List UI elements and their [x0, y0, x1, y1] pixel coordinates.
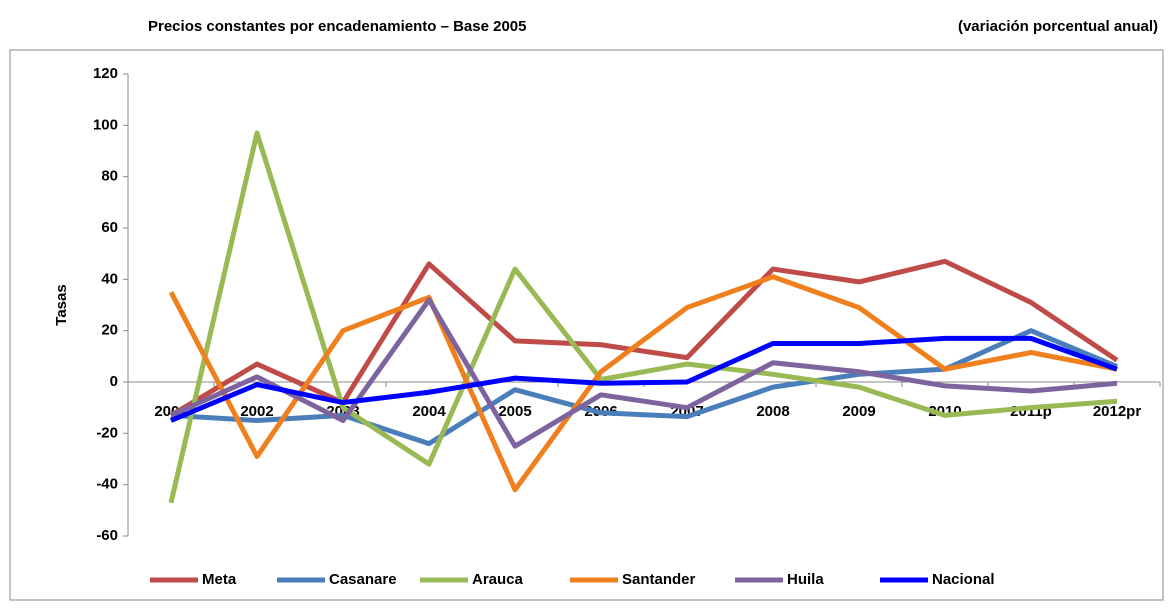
x-tick-label: 2012pr	[1093, 403, 1142, 420]
series-line	[168, 130, 1118, 504]
chart-frame	[9, 49, 1164, 601]
y-tick-label: 20	[101, 322, 118, 339]
y-tick-label: -40	[96, 476, 118, 493]
chart-title: Precios constantes por encadenamiento – …	[148, 18, 527, 35]
x-tick-label: 2004	[412, 403, 446, 420]
x-tick-label: 2008	[756, 403, 789, 420]
y-tick-label: 120	[93, 65, 118, 82]
x-tick-label: 2002	[240, 403, 273, 420]
legend-label: Nacional	[932, 571, 995, 588]
legend-label: Santander	[622, 571, 696, 588]
series-line	[169, 258, 1119, 418]
x-tick-label: 2005	[498, 403, 531, 420]
legend-label: Casanare	[329, 571, 397, 588]
chart-subtitle: (variación porcentual anual)	[958, 18, 1158, 35]
x-tick-label: 2009	[842, 403, 875, 420]
series-line	[170, 335, 1118, 423]
series-line	[169, 297, 1118, 449]
series-line	[170, 328, 1118, 447]
series-line	[168, 274, 1118, 493]
y-axis-label: Tasas	[53, 284, 70, 325]
legend-label: Meta	[202, 571, 237, 588]
y-tick-label: -60	[96, 527, 118, 544]
y-tick-label: 100	[93, 116, 118, 133]
legend-label: Arauca	[472, 571, 524, 588]
y-tick-label: 40	[101, 270, 118, 287]
legend-label: Huila	[787, 571, 824, 588]
y-tick-label: 60	[101, 219, 118, 236]
y-tick-label: -20	[96, 424, 118, 441]
y-tick-label: 80	[101, 168, 118, 185]
y-tick-label: 0	[110, 373, 118, 390]
